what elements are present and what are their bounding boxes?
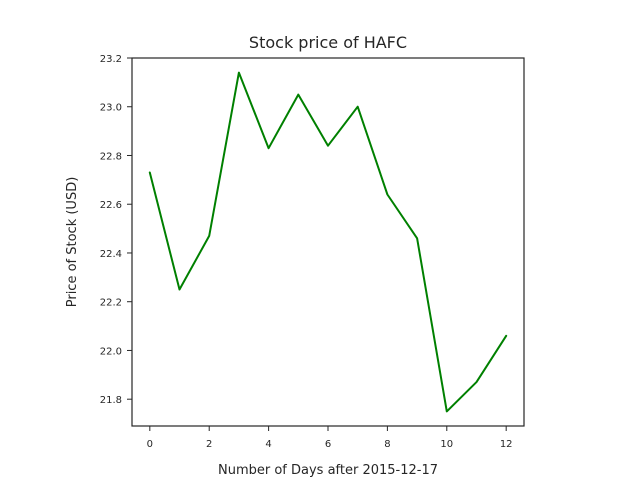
x-tick-label: 4: [265, 439, 271, 450]
x-tick-label: 8: [384, 439, 390, 450]
x-tick-label: 12: [500, 439, 513, 450]
chart-title: Stock price of HAFC: [249, 33, 407, 52]
y-tick-label: 22.4: [100, 249, 122, 260]
y-tick-label: 22.0: [100, 346, 122, 357]
y-tick-label: 22.2: [100, 298, 122, 309]
x-tick-label: 0: [147, 439, 153, 450]
plot-area: [131, 57, 525, 427]
y-tick-label: 22.6: [100, 200, 122, 211]
y-axis-label: Price of Stock (USD): [65, 177, 80, 308]
y-tick-label: 23.2: [100, 54, 122, 65]
y-tick-label: 21.8: [100, 395, 122, 406]
y-axis-ticks: 21.8 22.0 22.2 22.4 22.6 22.8 23.0 23.2: [100, 54, 132, 406]
x-tick-label: 6: [325, 439, 331, 450]
x-tick-label: 10: [440, 439, 453, 450]
x-axis-ticks: 0 2 4 6 8 10 12: [147, 426, 513, 450]
x-axis-label: Number of Days after 2015-12-17: [218, 463, 438, 478]
x-tick-label: 2: [206, 439, 212, 450]
y-tick-label: 23.0: [100, 103, 122, 114]
y-tick-label: 22.8: [100, 151, 122, 162]
price-line: [148, 71, 508, 413]
